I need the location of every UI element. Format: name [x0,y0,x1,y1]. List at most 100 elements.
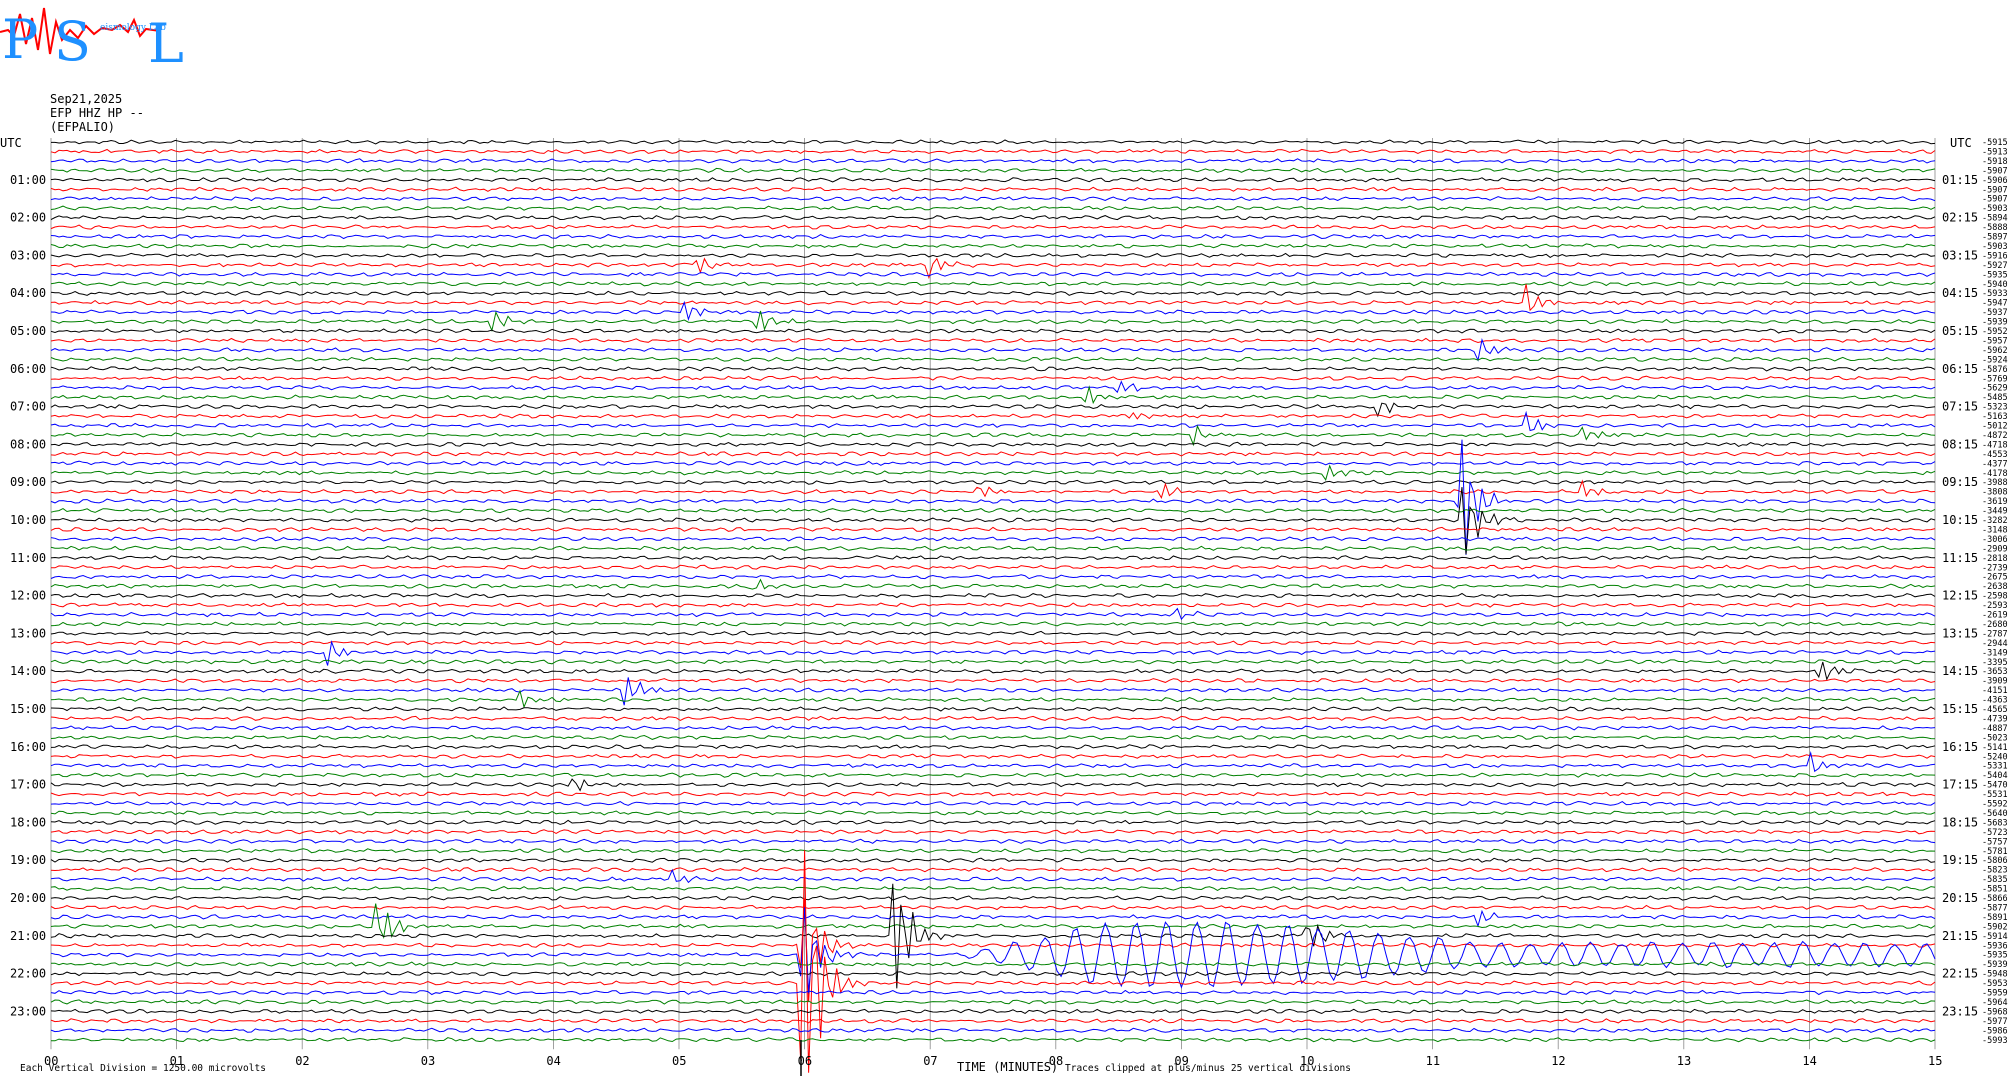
right-hour-label: 02:15 [1942,211,1978,225]
seismic-trace [50,257,1936,280]
seismic-trace [50,971,1936,977]
seismic-trace [50,337,1936,344]
trace-offset-label: -5933 [1982,289,2008,299]
seismic-trace [50,753,1936,759]
seismic-trace [50,883,1936,989]
trace-offset-label: -5683 [1982,818,2008,828]
right-hour-label: 06:15 [1942,362,1978,376]
trace-offset-label: -5986 [1982,1026,2008,1036]
seismic-trace [50,252,1936,259]
logo-text-p: P [2,8,38,71]
seismic-trace [51,961,1936,967]
seismic-trace [50,715,1936,722]
trace-offset-label: -5936 [1982,941,2008,951]
trace-offset-label: -5894 [1982,214,2008,224]
seismic-trace [50,375,1936,381]
seismic-trace [50,555,1936,561]
left-hour-label: 20:00 [10,891,46,905]
trace-offset-label: -5906 [1982,176,2008,186]
trace-offset-label: -5323 [1982,403,2008,413]
x-tick-label: 13 [1677,1054,1691,1068]
left-utc-label: UTC [0,136,22,150]
trace-offset-label: -5907 [1982,166,2008,176]
trace-offset-label: -5913 [1982,147,2008,157]
logo-text-l: L [148,12,184,72]
trace-offset-label: -2787 [1982,629,2008,639]
seismic-trace [50,158,1936,164]
left-hour-label: 17:00 [10,778,46,792]
trace-offset-label: -4363 [1982,696,2008,706]
trace-offset-label: -5835 [1982,875,2008,885]
seismic-trace [50,895,1936,901]
trace-offset-label: -3148 [1982,525,2008,535]
left-hour-label: 18:00 [10,815,46,829]
trace-offset-label: -2675 [1982,573,2008,583]
seismic-trace [50,356,1936,362]
x-tick-label: 07 [923,1054,937,1068]
seismic-trace [50,989,1936,996]
seismic-trace [50,1008,1936,1015]
seismic-trace [50,829,1936,835]
seismic-trace [50,224,1936,230]
seismic-trace [50,1027,1936,1033]
seismic-trace [50,380,1936,394]
seismic-trace [50,574,1936,580]
trace-offset-label: -5916 [1982,251,2008,261]
trace-offset-label: -5781 [1982,847,2008,857]
trace-offset-label: -2909 [1982,544,2008,554]
trace-offset-label: -5877 [1982,903,2008,913]
seismic-trace [50,689,1936,709]
trace-offset-label: -5640 [1982,809,2008,819]
seismic-trace [50,487,1936,555]
trace-offset-label: -3909 [1982,677,2008,687]
trace-offset-label: -5915 [1982,138,2008,148]
seismic-trace [50,750,1936,773]
trace-offset-label: -5823 [1982,866,2008,876]
left-hour-label: 09:00 [10,475,46,489]
seismic-trace [50,284,1936,312]
seismic-trace [50,366,1936,372]
trace-offset-label: -5806 [1982,856,2008,866]
right-hour-label: 14:15 [1942,664,1978,678]
trace-offset-label: -5903 [1982,204,2008,214]
trace-offset-label: -5240 [1982,752,2008,762]
left-hour-label: 08:00 [10,437,46,451]
trace-offset-label: -5977 [1982,1017,2008,1027]
station-name: (EFPALIO) [50,120,116,134]
right-hour-label: 08:15 [1942,437,1978,451]
trace-offset-label: -3988 [1982,478,2008,488]
seismic-trace [50,310,1936,333]
trace-offset-label: -5866 [1982,894,2008,904]
seismic-trace [50,734,1936,740]
seismic-trace [50,439,1936,555]
x-tick-label: 11 [1426,1054,1440,1068]
seismic-trace [50,857,1936,863]
seismic-trace [50,744,1936,750]
x-tick-label: 10 [1300,1054,1314,1068]
right-hour-label: 22:15 [1942,967,1978,981]
seismic-trace [50,630,1936,636]
trace-offset-label: -5629 [1982,384,2008,394]
left-hour-label: 03:00 [10,248,46,262]
trace-offset-label: -3282 [1982,516,2008,526]
right-hour-label: 11:15 [1942,551,1978,565]
trace-offset-label: -3619 [1982,497,2008,507]
left-hour-label: 23:00 [10,1004,46,1018]
right-hour-label: 13:15 [1942,626,1978,640]
trace-offset-label: -5757 [1982,837,2008,847]
x-axis-title: TIME (MINUTES) [957,1060,1058,1074]
scale-note: Each Vertical Division = 1250.00 microvo… [20,1063,266,1074]
logo-small-text: eismology Lab [100,23,166,33]
seismic-trace [50,904,1936,911]
axis-labels: 00 01 02 03 04 05 06 07 08 09 10 11 12 13 14 15 01:00 02:… [10,138,2008,1068]
trace-offset-label: -5937 [1982,308,2008,318]
seismic-trace [50,290,1936,296]
seismic-trace [50,867,1936,873]
trace-offset-label: -5964 [1982,998,2008,1008]
trace-offset-label: -5962 [1982,346,2008,356]
logo-text-s: S [54,10,91,72]
seismic-trace [50,678,1936,684]
seismic-trace [50,410,1936,432]
seismic-trace [50,451,1936,457]
